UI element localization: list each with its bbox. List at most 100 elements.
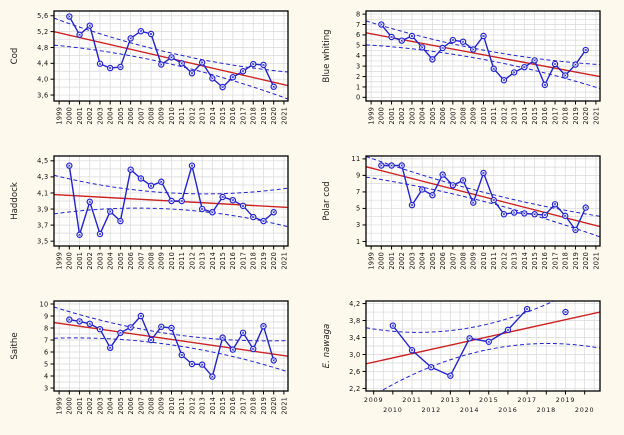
x-tick-label: 2013 xyxy=(441,396,460,404)
x-tick-label: 2014 xyxy=(209,397,217,415)
x-tick-label: 2019 xyxy=(572,252,580,270)
gridlines xyxy=(54,11,288,101)
x-tick-label: 2008 xyxy=(459,252,467,270)
x-tick-label: 2012 xyxy=(188,397,196,415)
x-tick-label: 2007 xyxy=(449,252,457,270)
x-tick-label: 2010 xyxy=(168,107,176,125)
x-tick-label: 2017 xyxy=(239,107,247,125)
chart-svg-e-nawaga: 2,22,63,03,43,84,22009201020112012201320… xyxy=(322,300,601,414)
chart-panel-blue-whiting: 0 1 2 3 4 5 6 7 8 1999 2000 2001 2002 2003 2004 2005 200… xyxy=(312,0,624,145)
x-tick-label: 2004 xyxy=(107,252,115,270)
x-tick-label: 2018 xyxy=(250,107,258,125)
y-tick-label: 4,4 xyxy=(37,60,48,68)
confidence-band xyxy=(366,301,600,391)
x-tick-label: 2019 xyxy=(260,397,268,415)
y-tick-label: 3,5 xyxy=(37,237,48,245)
x-tick-label: 2002 xyxy=(86,107,94,125)
trend-line xyxy=(366,32,600,78)
y-tick-label: 3 xyxy=(356,62,361,70)
chart-panel-saithe: 3 4 5 6 7 8 9 10 1999 2000 2001 2002 2003 2004 2005 200… xyxy=(0,290,312,435)
tick-marks xyxy=(50,15,285,105)
x-tick-label: 2017 xyxy=(239,397,247,415)
x-tick-label: 2011 xyxy=(402,396,421,404)
x-tick-label: 2008 xyxy=(147,397,155,415)
axis-labels: 2,22,63,03,43,84,22009201020112012201320… xyxy=(349,300,593,414)
data-markers xyxy=(378,162,589,234)
data-markers xyxy=(66,312,277,380)
x-tick-label: 2014 xyxy=(521,107,529,125)
tick-marks xyxy=(50,160,285,250)
x-tick-label: 2009 xyxy=(158,252,166,270)
x-tick-label: 2018 xyxy=(537,406,556,414)
x-tick-label: 2015 xyxy=(219,252,227,270)
x-tick-label: 2003 xyxy=(408,107,416,125)
ci-lower-line xyxy=(54,44,288,100)
confidence-band xyxy=(366,20,600,89)
x-tick-label: 2006 xyxy=(127,107,135,125)
x-tick-label: 2005 xyxy=(117,107,125,125)
x-tick-label: 2006 xyxy=(127,252,135,270)
y-tick-label: 11 xyxy=(352,155,361,163)
gridlines xyxy=(366,156,600,246)
x-tick-label: 2000 xyxy=(66,397,74,415)
trend-line xyxy=(54,321,288,357)
x-tick-label: 2016 xyxy=(229,107,237,125)
x-tick-label: 2002 xyxy=(86,252,94,270)
y-tick-label: 8 xyxy=(356,10,361,18)
ci-upper-line xyxy=(54,174,288,195)
ci-upper-line xyxy=(366,20,600,66)
x-tick-label: 2004 xyxy=(107,107,115,125)
y-tick-label: 7 xyxy=(44,336,49,344)
x-tick-label: 2016 xyxy=(541,107,549,125)
chart-panel-polar-cod: 1 3 5 7 9 11 1999 2000 2001 2002 2003 2004 2005 2006 2… xyxy=(312,145,624,290)
y-tick-label: 3,8 xyxy=(349,317,360,325)
y-tick-label: 9 xyxy=(44,312,49,320)
x-tick-label: 2019 xyxy=(260,252,268,270)
x-tick-label: 2002 xyxy=(398,252,406,270)
confidence-band xyxy=(54,306,288,373)
data-markers xyxy=(66,162,277,238)
y-tick-label: 3 xyxy=(356,221,361,229)
tick-marks xyxy=(362,303,586,395)
x-tick-label: 2019 xyxy=(556,396,575,404)
x-tick-label: 2020 xyxy=(582,107,590,125)
plot-frame xyxy=(53,300,289,392)
x-tick-label: 2016 xyxy=(229,397,237,415)
x-tick-label: 2008 xyxy=(147,107,155,125)
y-tick-label: 3,6 xyxy=(37,91,48,99)
y-tick-label: 5 xyxy=(44,360,49,368)
x-tick-label: 2014 xyxy=(209,252,217,270)
x-tick-label: 2016 xyxy=(541,252,549,270)
x-tick-label: 2005 xyxy=(429,252,437,270)
y-tick-label: 5,2 xyxy=(37,28,48,36)
x-tick-label: 2012 xyxy=(421,406,440,414)
plot-frame xyxy=(53,10,289,102)
y-tick-label: 9 xyxy=(356,172,361,180)
panel-label-e-nawaga: E. nawaga xyxy=(322,324,332,369)
ci-lower-line xyxy=(366,176,600,238)
x-tick-label: 2021 xyxy=(280,107,288,125)
x-tick-label: 2009 xyxy=(158,107,166,125)
plot-frame xyxy=(53,155,289,247)
x-tick-label: 2012 xyxy=(188,252,196,270)
trend-line xyxy=(366,311,600,365)
data-markers xyxy=(66,13,277,91)
x-tick-label: 2015 xyxy=(219,397,227,415)
x-tick-label: 2015 xyxy=(479,396,498,404)
x-tick-label: 2021 xyxy=(592,107,600,125)
x-tick-label: 2019 xyxy=(260,107,268,125)
x-tick-label: 2010 xyxy=(480,107,488,125)
x-tick-label: 2008 xyxy=(459,107,467,125)
x-tick-label: 2020 xyxy=(270,252,278,270)
x-tick-label: 2005 xyxy=(117,397,125,415)
x-tick-label: 2014 xyxy=(209,107,217,125)
gridlines xyxy=(54,301,288,391)
x-tick-label: 1999 xyxy=(368,252,376,270)
plot-frame xyxy=(365,300,601,392)
y-tick-label: 6 xyxy=(356,31,361,39)
panel-label-saithe: Saithe xyxy=(10,332,20,359)
y-tick-label: 5,6 xyxy=(37,12,48,20)
